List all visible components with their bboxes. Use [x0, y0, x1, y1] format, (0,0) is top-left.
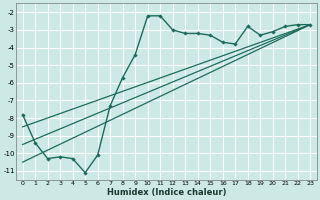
X-axis label: Humidex (Indice chaleur): Humidex (Indice chaleur) — [107, 188, 226, 197]
